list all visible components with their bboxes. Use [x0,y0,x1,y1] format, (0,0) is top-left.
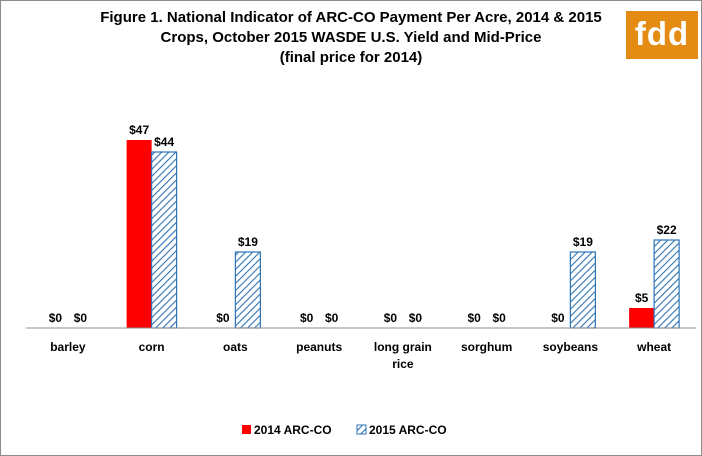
data-label: $0 [492,311,506,325]
chart-title-line-3: (final price for 2014) [279,49,423,66]
legend: 2014 ARC-CO 2015 ARC-CO [242,423,447,437]
category-label: barley [50,340,86,354]
legend-label-2015: 2015 ARC-CO [369,423,447,437]
bar-2015-wheat [653,239,680,329]
data-label: $19 [238,235,258,249]
bar-2015-soybeans [569,251,596,329]
data-label: $0 [409,311,423,325]
chart-title-line-1: Figure 1. National Indicator of ARC-CO P… [100,9,602,26]
data-label: $22 [657,223,677,237]
data-label: $5 [635,291,649,305]
labels-layer: $0 $0 barley $47 $44 corn $0 $19 oats $0 $0 peanuts… [49,123,677,371]
fdd-logo: fdd [626,11,698,59]
category-label: corn [139,340,165,354]
data-label: $44 [154,135,174,149]
data-label: $0 [551,311,565,325]
fdd-logo-text: fdd [634,15,690,52]
category-label: wheat [636,340,671,354]
data-label: $0 [467,311,481,325]
legend-swatch-2014 [242,425,251,434]
bar-2015-oats [234,251,261,329]
legend-swatch-2015 [356,424,367,435]
category-label: sorghum [461,340,512,354]
data-label: $47 [129,123,149,137]
data-label: $19 [573,235,593,249]
bar-2014-wheat [629,308,655,328]
legend-label-2014: 2014 ARC-CO [254,423,332,437]
data-label: $0 [325,311,339,325]
data-label: $0 [384,311,398,325]
data-label: $0 [74,311,88,325]
data-label: $0 [216,311,230,325]
bar-2014-corn [126,140,152,328]
data-label: $0 [49,311,63,325]
category-label: long grain [374,340,432,354]
bars-layer [126,140,680,329]
bar-2015-corn [151,151,178,329]
category-label: rice [392,357,414,371]
category-label: soybeans [543,340,599,354]
category-label: peanuts [296,340,342,354]
data-label: $0 [300,311,314,325]
chart-title-line-2: Crops, October 2015 WASDE U.S. Yield and… [160,29,542,46]
category-label: oats [223,340,248,354]
